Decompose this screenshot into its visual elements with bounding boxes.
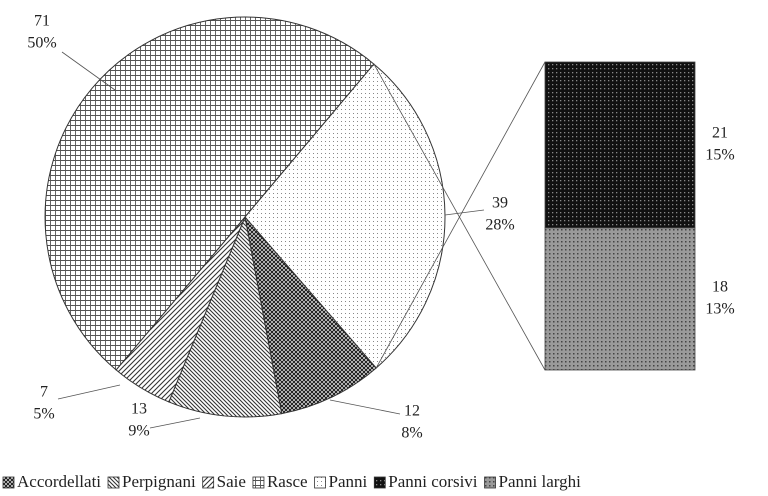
bar-segment (544, 61, 696, 229)
pie-slice (244, 215, 377, 415)
legend-label: Saie (217, 472, 246, 491)
pie-slice (168, 215, 283, 418)
pie-slice (44, 16, 375, 371)
data-label: 15% (705, 147, 734, 164)
leader-line (149, 417, 201, 429)
legend-swatch (252, 476, 265, 489)
data-label: 50% (27, 35, 56, 52)
legend-swatch (314, 476, 326, 489)
legend-swatch (107, 476, 120, 489)
leader-line (57, 384, 121, 400)
data-label: 9% (128, 423, 149, 440)
bar-segment (544, 227, 696, 371)
data-label: 7 (40, 384, 48, 401)
leader-line (61, 51, 116, 91)
legend-swatch (484, 476, 496, 489)
data-label: 28% (485, 217, 514, 234)
data-label: 5% (33, 406, 54, 423)
data-label: 8% (401, 425, 422, 442)
data-label: 13% (705, 301, 734, 318)
leader-line (444, 209, 485, 216)
leader-line (329, 399, 401, 415)
legend-label: Rasce (267, 472, 308, 491)
legend-swatch (202, 476, 215, 489)
pie-slice (244, 63, 446, 369)
legend-label: Panni corsivi (388, 472, 478, 491)
legend-swatch (2, 476, 15, 489)
legend-label: Panni larghi (499, 472, 582, 491)
data-label: 39 (492, 195, 508, 212)
data-label: 21 (712, 125, 728, 142)
connector (375, 61, 546, 369)
data-label: 13 (131, 401, 147, 418)
legend-swatch (373, 476, 386, 489)
data-label: 18 (712, 279, 728, 296)
data-label: 71 (34, 13, 50, 30)
legend-label: Perpignani (122, 472, 196, 491)
data-label: 12 (404, 403, 420, 420)
legend-label: Panni (329, 472, 368, 491)
legend-label: Accordellati (17, 472, 101, 491)
